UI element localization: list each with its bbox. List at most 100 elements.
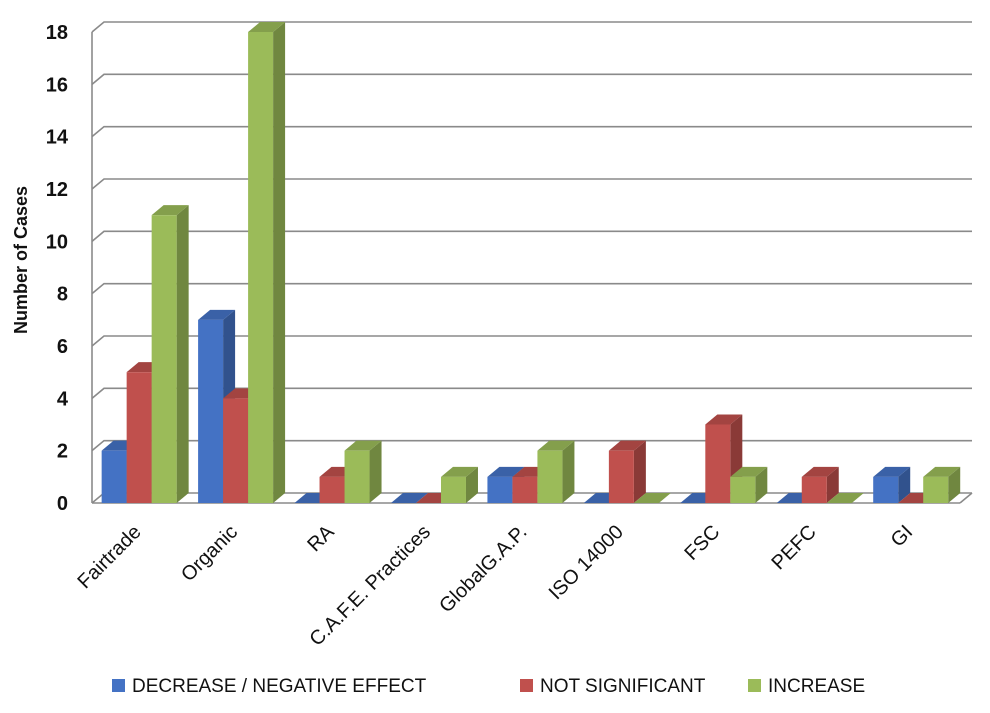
bar-top (344, 440, 382, 451)
y-tick-label: 18 (46, 22, 68, 44)
gridline (91, 230, 972, 242)
bar-front (440, 476, 466, 503)
legend-item: DECREASE / NEGATIVE EFFECT (112, 676, 427, 697)
bar-side (826, 466, 839, 503)
floor-right-edge (959, 492, 973, 504)
gridline (91, 439, 972, 452)
legend-item: NOT SIGNIFICANT (520, 676, 706, 697)
legend-swatch (520, 679, 533, 692)
bar-top (608, 440, 646, 451)
y-tick-label: 14 (46, 127, 69, 149)
bar-front (151, 215, 177, 503)
bar-front (344, 450, 370, 503)
bar-top (730, 466, 768, 477)
bar-front (248, 32, 274, 503)
bar-front (512, 476, 538, 503)
gridline (91, 178, 972, 190)
gridline (91, 125, 972, 138)
y-tick-label: 10 (46, 231, 68, 253)
bar (608, 440, 646, 503)
bar-top (390, 493, 428, 503)
x-axis-categories: Fairtrade Organic RAC.A.F.E. Practices Glob… (74, 521, 918, 651)
bar-front (487, 476, 513, 503)
x-tick-label: Fairtrade (74, 521, 146, 593)
y-tick-label: 8 (57, 284, 68, 306)
y-tick-label: 16 (46, 74, 68, 96)
y-axis-label: Number of Cases (11, 186, 31, 334)
bar (344, 440, 382, 503)
bar-side (755, 466, 768, 503)
bar-side (948, 466, 961, 503)
bar-side (273, 22, 286, 503)
gridline (91, 335, 972, 347)
bar-top (151, 205, 189, 216)
y-tick-label: 2 (57, 441, 68, 463)
bar-front (537, 450, 563, 503)
gridline (91, 21, 972, 33)
x-tick-label: FSC (681, 521, 725, 565)
x-tick-label: GI (887, 521, 917, 551)
bar (705, 414, 743, 503)
gridline (91, 73, 972, 85)
x-tick-label: GlobalG.A.P. (435, 521, 531, 617)
y-tick-label: 6 (57, 336, 68, 358)
x-tick-label: Organic (177, 521, 242, 586)
bar-side (633, 440, 646, 503)
bar (730, 466, 768, 503)
gridline (91, 282, 972, 295)
bar-side (562, 440, 575, 503)
bar (633, 493, 671, 503)
y-tick-label: 12 (46, 179, 68, 201)
bar-front (101, 450, 127, 503)
bar (801, 466, 839, 503)
x-tick-label: ISO 14000 (545, 521, 628, 604)
bar-top (826, 493, 864, 503)
bar (248, 22, 286, 503)
bar-side (465, 466, 478, 503)
y-axis-ticks: 0 2 4 6 8 10 12 14 16 18 (46, 22, 69, 515)
gridline (91, 387, 972, 399)
bar-front (801, 476, 827, 503)
legend-label: NOT SIGNIFICANT (540, 676, 706, 697)
bar-top (873, 466, 911, 477)
bar-top (801, 466, 839, 477)
bar-front (319, 476, 345, 503)
bar-side (369, 440, 382, 503)
bar-front (923, 476, 949, 503)
bar-front (873, 476, 899, 503)
bar-front (198, 319, 224, 503)
x-tick-label: RA (303, 521, 339, 557)
bar (390, 493, 428, 503)
bars (101, 22, 961, 503)
bar-top (487, 466, 525, 477)
legend-item: INCREASE (748, 676, 865, 697)
legend: DECREASE / NEGATIVE EFFECT NOT SIGNIFICAN… (112, 676, 865, 697)
bar (923, 466, 961, 503)
legend-label: INCREASE (768, 676, 865, 697)
bar (440, 466, 478, 503)
bar-side (176, 205, 189, 503)
bar-front (126, 372, 152, 503)
x-tick-label: PEFC (768, 521, 821, 574)
bar-front (730, 476, 756, 503)
legend-swatch (112, 679, 125, 692)
bar (826, 493, 864, 503)
bar-side (898, 466, 911, 503)
y-tick-label: 4 (57, 388, 69, 410)
bar-front (608, 450, 634, 503)
bar-top (198, 309, 236, 320)
legend-swatch (748, 679, 761, 692)
bar-top (633, 493, 671, 503)
legend-label: DECREASE / NEGATIVE EFFECT (132, 676, 427, 697)
bar-top (440, 466, 478, 477)
bar-front (223, 398, 249, 503)
bar-top (923, 466, 961, 477)
bar-top (705, 414, 743, 425)
bar-top (537, 440, 575, 451)
bar-front (705, 424, 731, 503)
bar-top (248, 22, 286, 32)
bar (151, 205, 189, 503)
bar (873, 466, 911, 503)
y-tick-label: 0 (57, 493, 68, 515)
